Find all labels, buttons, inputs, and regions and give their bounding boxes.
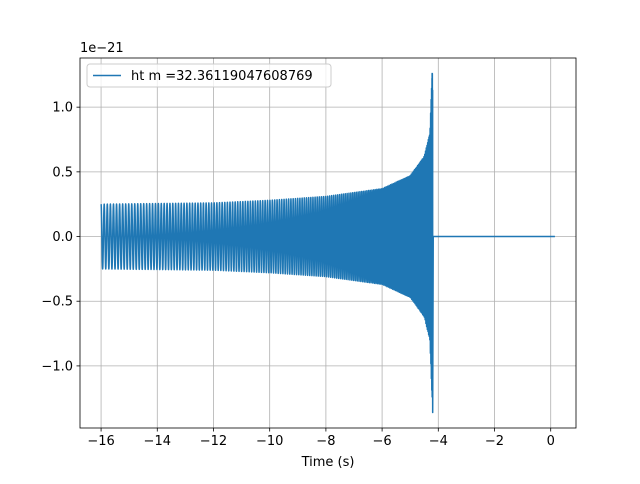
y-offset-text: 1e−21 <box>80 41 124 56</box>
y-tick-label: 1.0 <box>52 101 73 116</box>
x-tick-label: −16 <box>87 434 114 449</box>
x-tick-label: −2 <box>485 434 504 449</box>
series-line-ht <box>100 72 555 414</box>
x-tick-label: −12 <box>200 434 227 449</box>
legend-box <box>86 63 332 88</box>
data-layer <box>100 72 555 414</box>
x-axis-label: Time (s) <box>301 455 355 470</box>
x-tick-label: −4 <box>429 434 448 449</box>
y-tick-label: 0.5 <box>52 165 73 180</box>
x-tick-label: −8 <box>316 434 335 449</box>
x-tick-label: −10 <box>256 434 283 449</box>
plot-frame <box>79 57 577 429</box>
x-tick-label: 0 <box>547 434 555 449</box>
y-tick-label: 0.0 <box>52 230 73 245</box>
y-tick-label: −1.0 <box>41 359 73 374</box>
ticks-layer: −16 −14 −12 −10 −8 −6 −4 −2 0 −1.0 −0.5 0.0 0.5 1.0 <box>41 101 554 449</box>
legend-entry-label: ht m =32.36119047608769 <box>131 69 313 84</box>
x-tick-label: −14 <box>144 434 171 449</box>
x-tick-label: −6 <box>373 434 392 449</box>
y-tick-label: −0.5 <box>41 295 73 310</box>
legend: ht m =32.36119047608769 <box>86 63 332 88</box>
